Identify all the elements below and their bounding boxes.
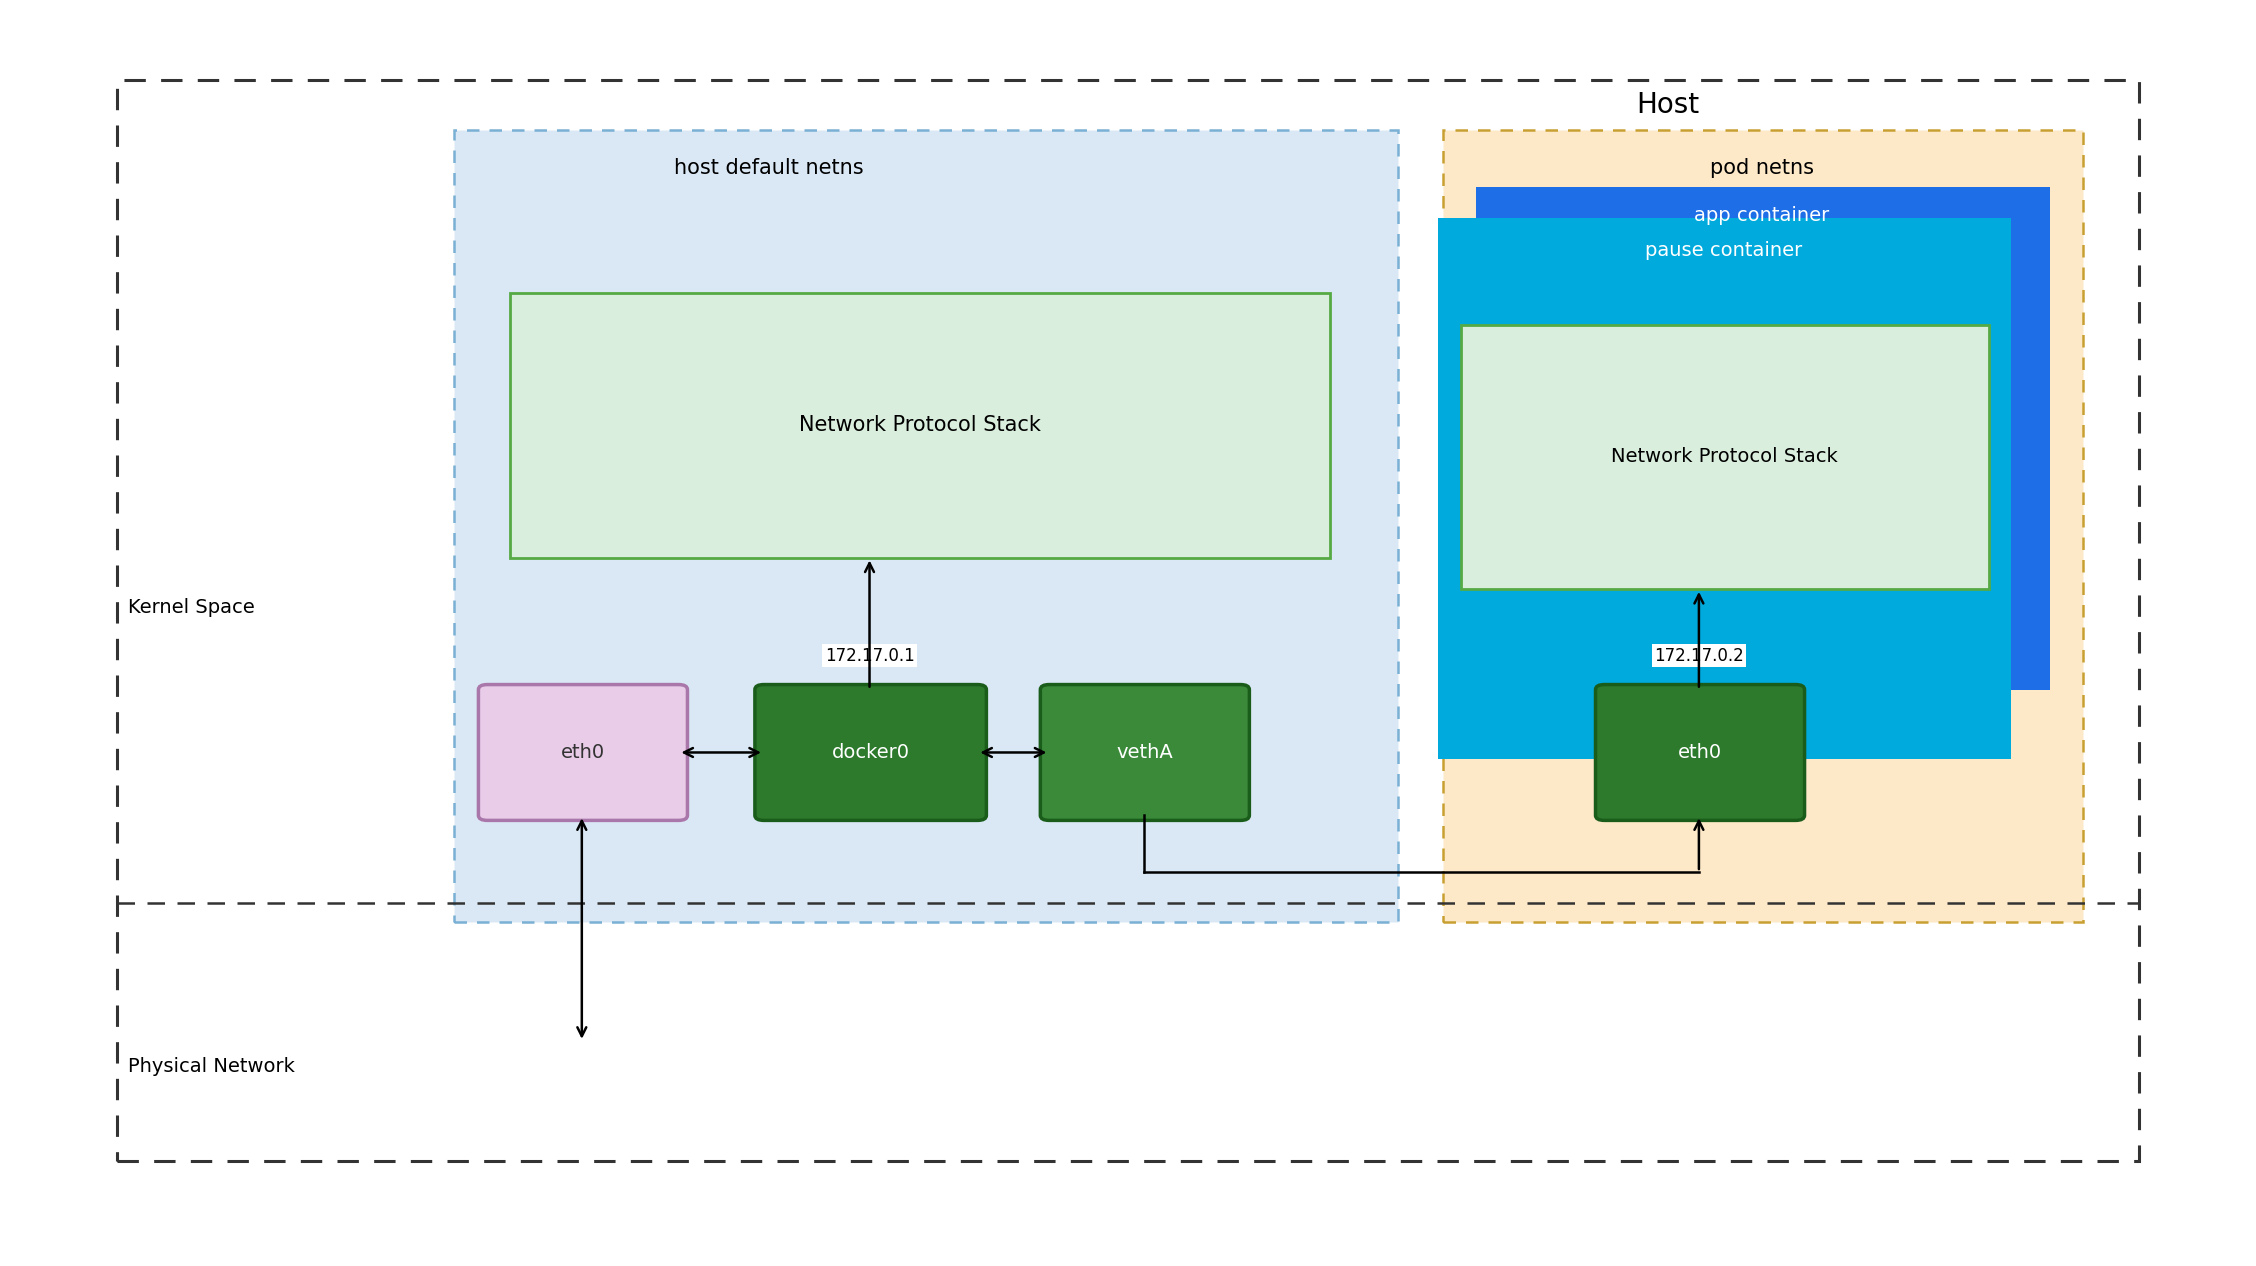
Text: vethA: vethA (1117, 743, 1173, 762)
FancyBboxPatch shape (478, 685, 688, 820)
Text: host default netns: host default netns (675, 158, 864, 177)
Text: pause container: pause container (1645, 241, 1803, 261)
Text: 172.17.0.1: 172.17.0.1 (826, 647, 914, 665)
Bar (453, 130, 1399, 922)
Bar (1437, 218, 2012, 758)
Text: Kernel Space: Kernel Space (129, 599, 255, 618)
Text: Network Protocol Stack: Network Protocol Stack (1611, 447, 1839, 466)
Bar (1460, 325, 1990, 589)
FancyBboxPatch shape (1040, 685, 1250, 820)
Bar (1475, 186, 2048, 690)
Bar (117, 80, 2139, 1161)
Text: app container: app container (1694, 206, 1830, 225)
Text: eth0: eth0 (562, 743, 605, 762)
Bar (510, 294, 1331, 557)
Text: 172.17.0.2: 172.17.0.2 (1654, 647, 1744, 665)
FancyBboxPatch shape (756, 685, 986, 820)
Text: Network Protocol Stack: Network Protocol Stack (799, 415, 1040, 436)
Text: Physical Network: Physical Network (129, 1057, 296, 1076)
Bar (1442, 130, 2082, 922)
Text: eth0: eth0 (1678, 743, 1721, 762)
Text: pod netns: pod netns (1710, 158, 1814, 177)
Text: docker0: docker0 (832, 743, 909, 762)
FancyBboxPatch shape (1595, 685, 1805, 820)
Text: Host: Host (1636, 91, 1699, 119)
